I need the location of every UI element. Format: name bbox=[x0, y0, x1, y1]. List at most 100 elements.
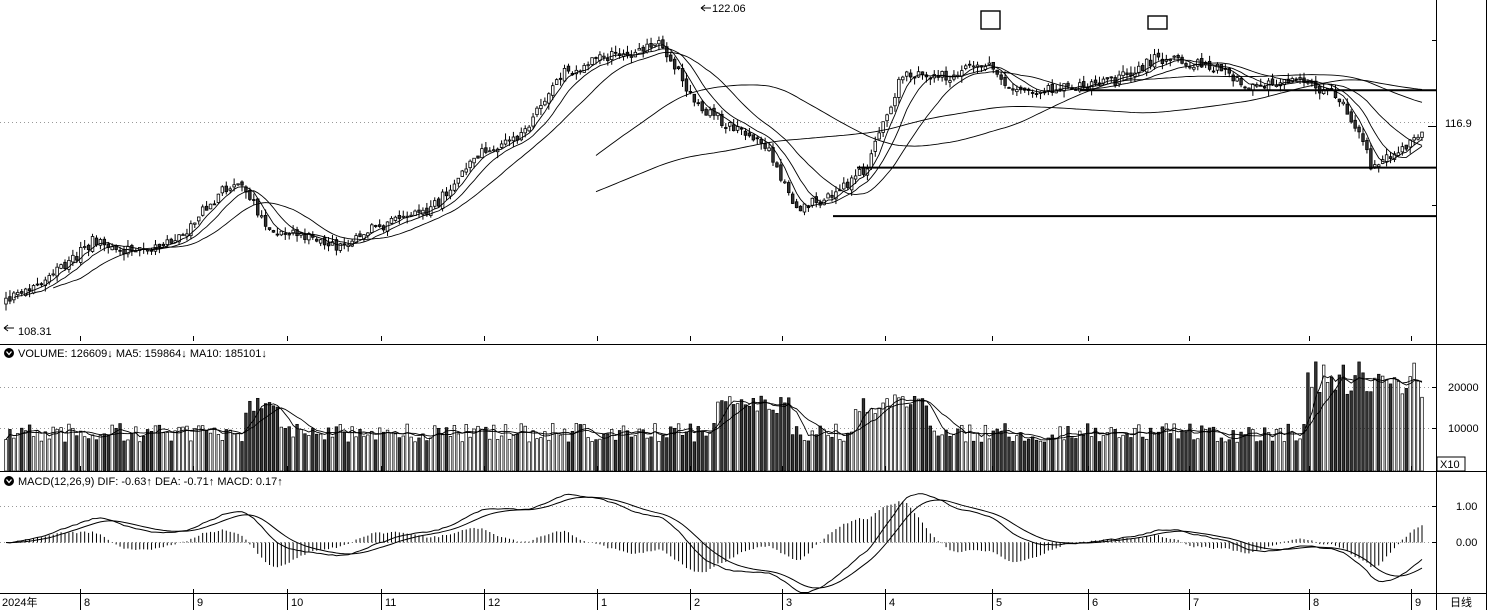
pattern-marker-box bbox=[980, 10, 1001, 30]
candle-body bbox=[539, 105, 543, 109]
volume-bar bbox=[177, 426, 181, 472]
volume-bar bbox=[1239, 431, 1243, 472]
volume-bar bbox=[79, 430, 83, 472]
volume-bar bbox=[708, 431, 712, 472]
candle-body bbox=[790, 193, 795, 204]
month-label: 2 bbox=[694, 597, 700, 609]
candle-body bbox=[802, 203, 807, 213]
candle-body bbox=[283, 233, 287, 235]
candle-body bbox=[271, 230, 276, 233]
candle-body bbox=[484, 147, 488, 153]
volume-bar bbox=[460, 441, 464, 472]
price-panel bbox=[4, 35, 1436, 311]
volume-bar bbox=[220, 440, 224, 472]
volume-header: VOLUME: 126609↓ MA5: 159864↓ MA10: 18510… bbox=[4, 348, 267, 360]
candle-body bbox=[20, 291, 24, 294]
candle-body bbox=[798, 205, 803, 212]
volume-bar bbox=[1357, 361, 1361, 472]
volume-bar bbox=[1101, 435, 1106, 472]
candle-body bbox=[857, 168, 862, 176]
candle-body bbox=[1369, 148, 1373, 170]
volume-bar bbox=[138, 441, 142, 472]
volume-bar bbox=[625, 430, 630, 472]
candle-body bbox=[118, 249, 122, 252]
month-label: 1 bbox=[601, 597, 607, 609]
candle-body bbox=[433, 200, 437, 207]
candle-body bbox=[889, 106, 893, 115]
candle-body bbox=[503, 139, 508, 145]
volume-bar bbox=[901, 396, 905, 472]
volume-bar bbox=[511, 435, 516, 472]
candle-body bbox=[842, 182, 846, 190]
candle-body bbox=[853, 175, 858, 180]
volume-bar bbox=[279, 426, 283, 472]
candle-body bbox=[787, 182, 791, 194]
candle-body bbox=[672, 58, 677, 70]
volume-bar bbox=[598, 438, 602, 472]
month-label: 9 bbox=[1415, 597, 1421, 609]
candle-body bbox=[197, 216, 201, 222]
volume-bar bbox=[1290, 431, 1294, 472]
volume-bar bbox=[208, 432, 213, 472]
candle-body bbox=[1176, 55, 1180, 58]
candle-body bbox=[90, 236, 95, 252]
candle-body bbox=[1349, 111, 1353, 123]
candle-body bbox=[873, 140, 877, 152]
volume-bar bbox=[865, 412, 870, 472]
candle-body bbox=[1184, 63, 1188, 66]
candle-body bbox=[1400, 146, 1405, 153]
volume-bar bbox=[1243, 434, 1247, 472]
volume-bar bbox=[31, 436, 36, 472]
candle-body bbox=[775, 162, 779, 168]
candle-body bbox=[448, 189, 453, 197]
candle-body bbox=[649, 43, 653, 48]
volume-bar bbox=[645, 437, 649, 472]
volume-bar bbox=[665, 437, 669, 472]
unit-badge-label: X10 bbox=[1440, 459, 1460, 471]
volume-bar bbox=[692, 441, 696, 472]
period-label[interactable]: 日线 bbox=[1450, 595, 1472, 609]
volume-bar bbox=[106, 434, 110, 472]
volume-bar bbox=[4, 439, 8, 472]
candle-body bbox=[177, 234, 181, 243]
volume-bar bbox=[578, 424, 582, 472]
volume-bar bbox=[256, 397, 260, 472]
volume-bar bbox=[1408, 376, 1412, 472]
collapse-icon[interactable] bbox=[4, 476, 14, 486]
collapse-icon[interactable] bbox=[4, 348, 14, 358]
candle-body bbox=[846, 181, 850, 188]
macd-panel bbox=[5, 493, 1423, 593]
candle-body bbox=[1384, 154, 1389, 162]
candle-body bbox=[1082, 81, 1086, 87]
volume-bar bbox=[374, 439, 378, 472]
volume-tick: 20000 bbox=[1448, 382, 1479, 394]
candle-body bbox=[1125, 72, 1129, 76]
volume-value: 126609 bbox=[71, 348, 108, 360]
macd-header-text: MACD(12,26,9) DIF: -0.63↑ DEA: -0.71↑ MA… bbox=[18, 476, 283, 488]
volume-bar bbox=[680, 435, 685, 472]
macd-dea: DEA: -0.71 bbox=[155, 476, 209, 488]
volume-bar bbox=[346, 441, 350, 472]
candle-body bbox=[4, 297, 8, 305]
candle-body bbox=[1373, 164, 1377, 168]
candle-body bbox=[47, 275, 51, 283]
volume-bar bbox=[1369, 391, 1373, 472]
candle-body bbox=[507, 139, 512, 142]
volume-bar bbox=[673, 427, 677, 472]
candle-body bbox=[67, 259, 71, 270]
candle-body bbox=[110, 246, 114, 251]
volume-bar bbox=[1184, 431, 1188, 472]
volume-bar bbox=[1278, 427, 1283, 472]
volume-bar bbox=[916, 398, 921, 472]
candle-body bbox=[181, 234, 185, 237]
volume-bar bbox=[130, 432, 134, 472]
candle-body bbox=[421, 209, 425, 215]
candle-body bbox=[531, 116, 535, 127]
candle-body bbox=[849, 177, 854, 191]
volume-bar bbox=[657, 441, 661, 472]
candle-body bbox=[916, 71, 921, 78]
volume-bar bbox=[67, 423, 71, 472]
volume-bar bbox=[649, 436, 653, 472]
volume-bar bbox=[720, 400, 724, 472]
candle-body bbox=[472, 157, 476, 164]
